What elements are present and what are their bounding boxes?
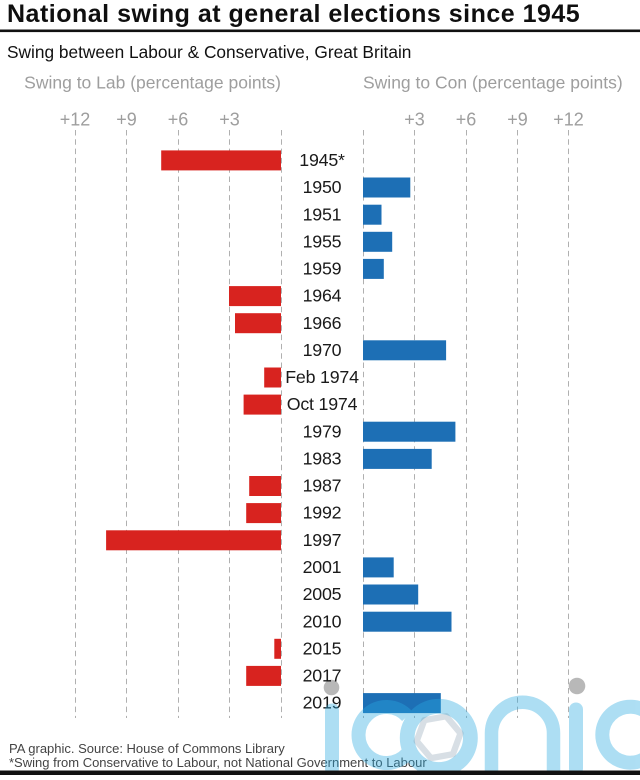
- svg-text:1983: 1983: [303, 449, 342, 469]
- svg-text:2019: 2019: [303, 693, 342, 713]
- svg-text:1950: 1950: [303, 177, 342, 197]
- svg-text:1964: 1964: [303, 286, 342, 306]
- svg-text:+9: +9: [507, 110, 528, 130]
- svg-text:Oct 1974: Oct 1974: [287, 394, 358, 414]
- svg-text:+3: +3: [219, 110, 240, 130]
- svg-text:2015: 2015: [303, 638, 342, 658]
- svg-text:1959: 1959: [303, 259, 342, 279]
- svg-text:*Swing from Conservative to La: *Swing from Conservative to Labour, not …: [9, 755, 427, 770]
- svg-text:1966: 1966: [303, 313, 342, 333]
- svg-text:2017: 2017: [303, 666, 342, 686]
- svg-text:1955: 1955: [303, 231, 342, 251]
- svg-text:PA graphic. Source: House of C: PA graphic. Source: House of Commons Lib…: [9, 741, 285, 756]
- svg-text:National swing at general elec: National swing at general elections sinc…: [7, 0, 580, 28]
- svg-text:1945*: 1945*: [299, 150, 345, 170]
- svg-text:+3: +3: [404, 110, 425, 130]
- svg-text:1997: 1997: [303, 530, 342, 550]
- svg-text:+6: +6: [456, 110, 477, 130]
- svg-text:Swing to Lab (percentage point: Swing to Lab (percentage points): [24, 73, 281, 93]
- svg-text:Feb 1974: Feb 1974: [285, 367, 359, 387]
- svg-text:Swing to Con (percentage point: Swing to Con (percentage points): [363, 73, 623, 93]
- svg-text:+12: +12: [553, 110, 584, 130]
- svg-text:+6: +6: [168, 110, 189, 130]
- svg-text:1951: 1951: [303, 204, 342, 224]
- svg-text:1992: 1992: [303, 503, 342, 523]
- svg-text:1970: 1970: [303, 340, 342, 360]
- svg-text:1987: 1987: [303, 476, 342, 496]
- svg-text:1979: 1979: [303, 421, 342, 441]
- svg-text:2001: 2001: [303, 557, 342, 577]
- svg-text:2005: 2005: [303, 584, 342, 604]
- svg-text:+12: +12: [60, 110, 91, 130]
- svg-text:2010: 2010: [303, 611, 342, 631]
- svg-text:+9: +9: [116, 110, 137, 130]
- svg-text:Swing between Labour & Conserv: Swing between Labour & Conservative, Gre…: [7, 42, 411, 62]
